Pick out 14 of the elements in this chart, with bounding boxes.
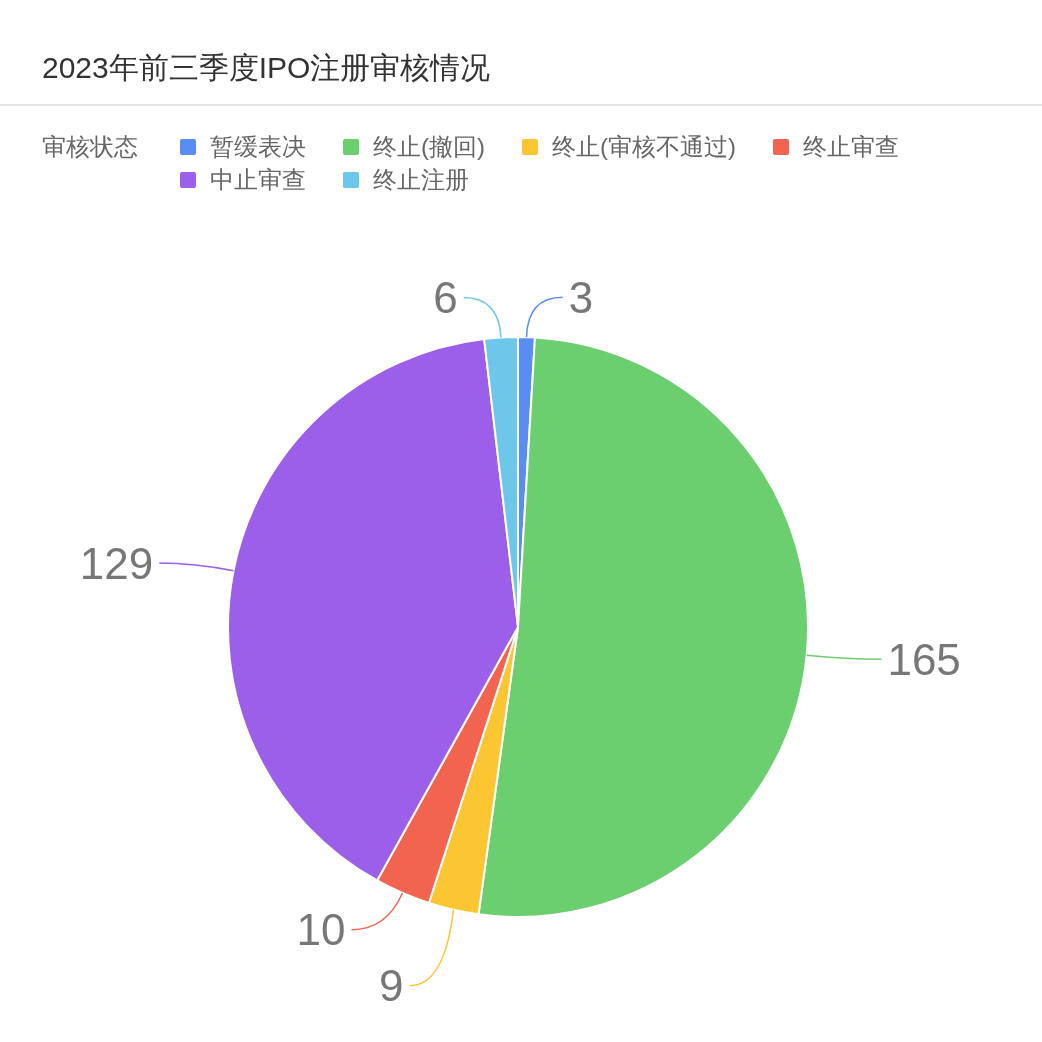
data-label: 10 bbox=[296, 905, 346, 955]
legend-title: 审核状态 bbox=[42, 132, 138, 162]
data-label: 6 bbox=[433, 273, 458, 323]
data-label: 3 bbox=[568, 272, 594, 322]
legend-label: 终止(审核不通过) bbox=[551, 132, 736, 162]
data-label: 9 bbox=[379, 961, 404, 1011]
chart-title: 2023年前三季度IPO注册审核情况 bbox=[42, 50, 491, 86]
legend-label: 终止(撤回) bbox=[373, 132, 485, 162]
legend-label: 中止审查 bbox=[210, 165, 306, 195]
legend-label: 终止审查 bbox=[802, 132, 899, 162]
legend-label: 终止注册 bbox=[373, 165, 469, 195]
legend-label: 暂缓表决 bbox=[210, 132, 306, 162]
data-label: 129 bbox=[79, 538, 154, 588]
data-label: 165 bbox=[887, 634, 961, 684]
